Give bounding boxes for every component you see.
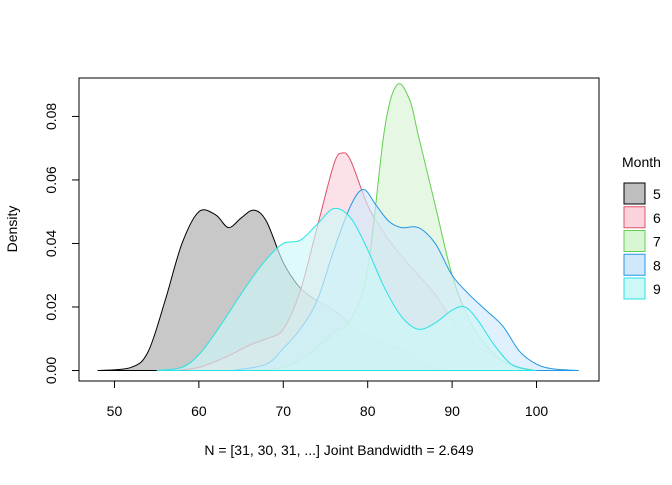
x-tick-label: 70 bbox=[275, 403, 291, 419]
y-axis-label: Density bbox=[4, 206, 20, 253]
x-axis-label: N = [31, 30, 31, ...] Joint Bandwidth = … bbox=[204, 442, 474, 458]
density-area-9 bbox=[156, 207, 537, 372]
y-tick-label: 0.04 bbox=[43, 230, 59, 257]
legend-title: Month bbox=[622, 154, 661, 170]
x-tick-label: 80 bbox=[360, 403, 376, 419]
x-tick-label: 60 bbox=[191, 403, 207, 419]
x-tick-label: 100 bbox=[525, 403, 549, 419]
legend: Month 5 6 7 8 9 bbox=[622, 154, 661, 300]
y-tick-label: 0.08 bbox=[43, 103, 59, 130]
y-tick-label: 0.02 bbox=[43, 293, 59, 320]
y-tick-label: 0.06 bbox=[43, 166, 59, 193]
density-areas bbox=[97, 83, 579, 372]
legend-swatch-8 bbox=[623, 253, 646, 276]
legend-label-5: 5 bbox=[653, 186, 661, 202]
legend-label-6: 6 bbox=[653, 210, 661, 226]
y-axis-ticks: 0.00 0.02 0.04 0.06 0.08 bbox=[43, 103, 80, 384]
legend-swatch-5 bbox=[623, 182, 646, 205]
legend-swatch-7 bbox=[623, 230, 646, 252]
x-tick-label: 90 bbox=[444, 403, 460, 419]
x-tick-label: 50 bbox=[107, 403, 123, 419]
legend-swatch-9 bbox=[623, 277, 646, 300]
legend-label-9: 9 bbox=[653, 281, 661, 297]
plot-frame bbox=[78, 77, 600, 382]
x-axis-ticks: 50 60 70 80 90 100 bbox=[107, 380, 549, 419]
y-tick-label: 0.00 bbox=[43, 357, 59, 384]
legend-swatch-6 bbox=[623, 206, 646, 229]
legend-label-7: 7 bbox=[653, 234, 661, 250]
legend-label-8: 8 bbox=[653, 257, 661, 273]
